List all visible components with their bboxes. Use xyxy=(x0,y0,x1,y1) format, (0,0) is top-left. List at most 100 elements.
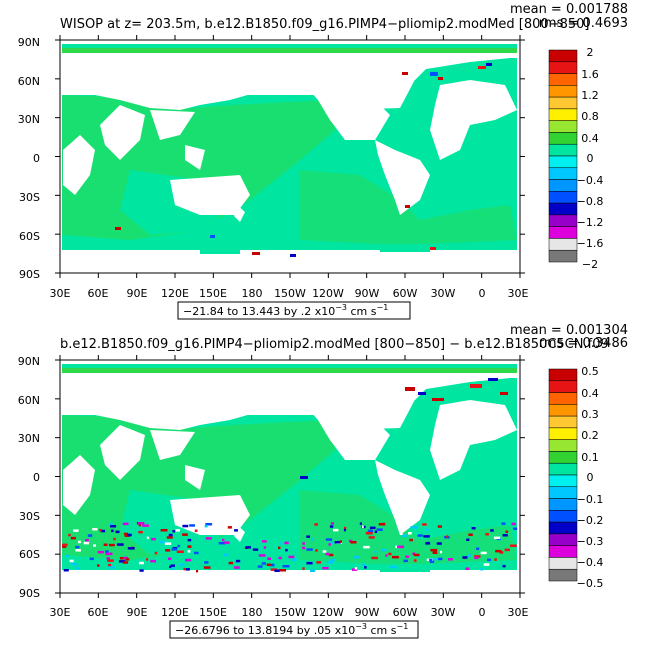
lon-label: 30E xyxy=(508,606,529,619)
colorbar-swatch xyxy=(548,179,578,192)
colorbar-swatch xyxy=(548,191,578,204)
lat-label: 30S xyxy=(19,510,40,523)
lon-label: 0 xyxy=(479,606,486,619)
lat-label: 30N xyxy=(18,432,40,445)
colorbar-swatch xyxy=(548,202,578,216)
colorbar-swatch xyxy=(548,96,578,110)
lat-label: 90S xyxy=(19,587,40,600)
colorbar-swatch xyxy=(548,155,578,169)
colorbar-swatch xyxy=(548,108,578,121)
colorbar-label: −1.2 xyxy=(577,216,604,229)
panel-1-range-box xyxy=(177,301,411,320)
lat-label: 60S xyxy=(19,230,40,243)
lat-label: 60N xyxy=(18,394,40,407)
panel-2-lat-labels: 90N 60N 30N 0 30S 60S 90S xyxy=(18,355,40,600)
colorbar-swatch xyxy=(548,120,578,133)
lon-label: 30W xyxy=(431,606,456,619)
colorbar-swatch xyxy=(548,404,578,417)
colorbar-label: −0.5 xyxy=(577,577,604,590)
colorbar-swatch xyxy=(548,415,578,429)
colorbar-swatch xyxy=(548,486,578,499)
colorbar-swatch xyxy=(548,451,578,464)
colorbar-label: 0.4 xyxy=(581,387,599,400)
panel-2-colorbar xyxy=(548,368,578,582)
colorbar-label: 0.1 xyxy=(581,451,599,464)
colorbar-swatch xyxy=(548,474,578,488)
panel-1-lat-labels: 90N 60N 30N 0 30S 60S 90S xyxy=(18,36,40,281)
lon-label: 150E xyxy=(199,287,227,300)
panel-2-map xyxy=(60,360,520,593)
panel-1: WISOP at z= 203.5m, b.e12.B1850.f09_g16.… xyxy=(18,2,628,320)
panel-2-colorbar-labels: 0.5 0.4 0.3 0.2 0.1 0 −0.1 −0.2 −0.3 −0.… xyxy=(577,365,604,590)
colorbar-swatch xyxy=(548,143,578,157)
panel-2: b.e12.B1850.f09_g16.PIMP4−pliomip2.modMe… xyxy=(18,323,628,639)
lon-label: 90E xyxy=(127,606,148,619)
colorbar-swatch xyxy=(548,462,578,476)
panel-1-colorbar xyxy=(548,49,578,263)
colorbar-label: −0.3 xyxy=(577,535,604,548)
colorbar-swatch xyxy=(548,238,578,251)
lon-label: 180 xyxy=(242,606,263,619)
panel-2-rms: rms = 0.3486 xyxy=(539,336,628,351)
colorbar-swatch xyxy=(548,510,578,523)
lat-label: 60N xyxy=(18,75,40,88)
panel-2-mean: mean = 0.001304 xyxy=(510,323,628,338)
colorbar-label: 0.4 xyxy=(581,132,599,145)
colorbar-label: 0 xyxy=(587,471,594,484)
colorbar-label: −1.6 xyxy=(577,237,604,250)
colorbar-swatch xyxy=(548,557,578,570)
colorbar-swatch xyxy=(548,439,578,452)
colorbar-swatch xyxy=(548,73,578,86)
colorbar-swatch xyxy=(548,132,578,145)
colorbar-label: −0.1 xyxy=(577,493,604,506)
lat-label: 30N xyxy=(18,113,40,126)
colorbar-swatch xyxy=(548,427,578,440)
lat-label: 90N xyxy=(18,36,40,49)
panel-2-lon-labels: 30E 60E 90E 120E 150E 180 150W 120W 90W … xyxy=(50,606,529,619)
panel-2-range-box xyxy=(169,620,419,639)
lon-label: 30W xyxy=(431,287,456,300)
colorbar-swatch xyxy=(548,545,578,558)
lon-label: 60E xyxy=(88,287,109,300)
lon-label: 120W xyxy=(312,606,344,619)
lon-label: 30E xyxy=(508,287,529,300)
panel-1-ticks xyxy=(55,35,525,278)
colorbar-label: 1.6 xyxy=(581,68,599,81)
colorbar-swatch xyxy=(548,521,578,535)
colorbar-label: 0 xyxy=(587,152,594,165)
colorbar-swatch xyxy=(548,49,578,63)
panel-2-title: b.e12.B1850.f09_g16.PIMP4−pliomip2.modMe… xyxy=(60,337,609,352)
colorbar-swatch xyxy=(548,61,578,74)
colorbar-label: 0.8 xyxy=(581,110,599,123)
lon-label: 120E xyxy=(161,287,189,300)
colorbar-label: 0.5 xyxy=(581,365,599,378)
lon-label: 120E xyxy=(161,606,189,619)
panel-1-range-label: −21.84 to 13.443 by .2 x10−3 cm s−1 xyxy=(183,303,388,318)
colorbar-swatch xyxy=(548,380,578,393)
panel-1-map xyxy=(60,40,520,273)
lon-label: 150E xyxy=(199,606,227,619)
colorbar-label: 2 xyxy=(587,46,594,59)
lon-label: 0 xyxy=(479,287,486,300)
lon-label: 150W xyxy=(274,287,306,300)
colorbar-label: 0.2 xyxy=(581,429,599,442)
panel-1-lon-labels: 30E 60E 90E 120E 150E 180 150W 120W 90W … xyxy=(50,287,529,300)
lon-label: 90E xyxy=(127,287,148,300)
colorbar-swatch xyxy=(548,167,578,180)
lat-label: 30S xyxy=(19,191,40,204)
lon-label: 60W xyxy=(393,287,418,300)
lon-label: 60E xyxy=(88,606,109,619)
panel-1-title: WISOP at z= 203.5m, b.e12.B1850.f09_g16.… xyxy=(60,17,589,32)
colorbar-label: −2 xyxy=(582,258,598,271)
lon-label: 30E xyxy=(50,287,71,300)
colorbar-swatch xyxy=(548,392,578,405)
colorbar-swatch xyxy=(548,368,578,382)
colorbar-label: 1.2 xyxy=(581,89,599,102)
panel-1-rms: rms = 0.4693 xyxy=(539,16,628,31)
colorbar-swatch xyxy=(548,85,578,98)
panel-2-ticks xyxy=(55,355,525,598)
colorbar-label: −0.2 xyxy=(577,514,604,527)
lon-label: 150W xyxy=(274,606,306,619)
panel-1-mean: mean = 0.001788 xyxy=(510,2,628,17)
